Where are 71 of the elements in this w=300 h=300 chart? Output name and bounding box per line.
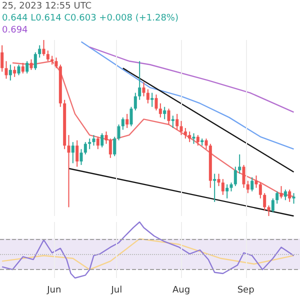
candlestick bbox=[217, 173, 220, 187]
candlestick bbox=[13, 66, 16, 78]
candlestick bbox=[267, 204, 270, 216]
candlestick bbox=[263, 192, 266, 212]
candlestick bbox=[238, 154, 242, 174]
x-tick-label: Jul bbox=[110, 286, 122, 296]
text: 0.694 bbox=[2, 26, 28, 36]
candlestick bbox=[213, 173, 216, 202]
candlestick bbox=[276, 190, 279, 204]
candlestick bbox=[176, 113, 179, 130]
candlestick bbox=[80, 148, 83, 166]
candlestick bbox=[42, 40, 46, 56]
candlestick bbox=[280, 186, 283, 199]
x-tick-label: Jun bbox=[46, 286, 62, 296]
candlestick bbox=[4, 60, 8, 80]
candlestick bbox=[221, 178, 224, 196]
candlestick bbox=[113, 136, 116, 157]
candlestick bbox=[0, 44, 4, 72]
x-tick-label: Aug bbox=[172, 286, 190, 296]
candlestick bbox=[226, 184, 229, 199]
candlestick bbox=[17, 64, 20, 76]
candlestick bbox=[242, 164, 246, 188]
candlestick bbox=[71, 142, 74, 164]
candlestick bbox=[288, 189, 292, 202]
candlestick bbox=[254, 175, 258, 188]
candlestick bbox=[117, 124, 120, 141]
candlestick bbox=[104, 131, 108, 144]
candlestick bbox=[196, 134, 200, 146]
candlestick bbox=[67, 134, 70, 208]
candlestick bbox=[188, 131, 192, 143]
candlestick bbox=[154, 94, 158, 111]
candlestick bbox=[8, 64, 12, 81]
candlestick bbox=[38, 44, 42, 58]
x-tick-label: Sep bbox=[237, 286, 255, 296]
candlestick bbox=[96, 136, 100, 150]
candlestick bbox=[204, 138, 208, 150]
candlestick bbox=[142, 82, 146, 97]
candlestick bbox=[130, 106, 133, 127]
candlestick bbox=[184, 128, 187, 140]
candlestick bbox=[84, 142, 87, 155]
candlestick bbox=[234, 166, 237, 187]
candlestick bbox=[126, 113, 129, 128]
candlestick bbox=[250, 176, 254, 192]
candlestick bbox=[88, 138, 92, 150]
candlestick bbox=[30, 58, 33, 70]
candlestick bbox=[146, 88, 150, 104]
candlestick bbox=[158, 102, 162, 118]
candlestick bbox=[180, 120, 183, 136]
candlestick bbox=[54, 57, 58, 69]
candlestick bbox=[292, 192, 296, 204]
candlestick bbox=[258, 182, 262, 199]
candlestick bbox=[76, 140, 79, 168]
candlestick bbox=[26, 60, 29, 74]
candlestick bbox=[92, 134, 96, 146]
candlestick bbox=[108, 138, 112, 158]
candlestick bbox=[134, 92, 137, 111]
text: 25, 2023 12:55 UTC bbox=[2, 2, 92, 12]
candlestick bbox=[46, 50, 50, 62]
candlestick bbox=[138, 60, 142, 100]
text: 0.644 L0.614 C0.603 +0.008 (+1.28%) bbox=[2, 14, 178, 24]
candlestick bbox=[284, 189, 287, 201]
candlestick bbox=[167, 108, 170, 125]
candlestick bbox=[100, 132, 104, 148]
candlestick bbox=[121, 116, 124, 130]
candlestick bbox=[271, 198, 274, 213]
candlestick bbox=[34, 52, 37, 70]
candlestick bbox=[21, 62, 24, 74]
candlestick bbox=[171, 115, 174, 128]
candlestick bbox=[246, 180, 250, 194]
candlestick bbox=[163, 106, 166, 120]
candlestick bbox=[150, 92, 154, 108]
